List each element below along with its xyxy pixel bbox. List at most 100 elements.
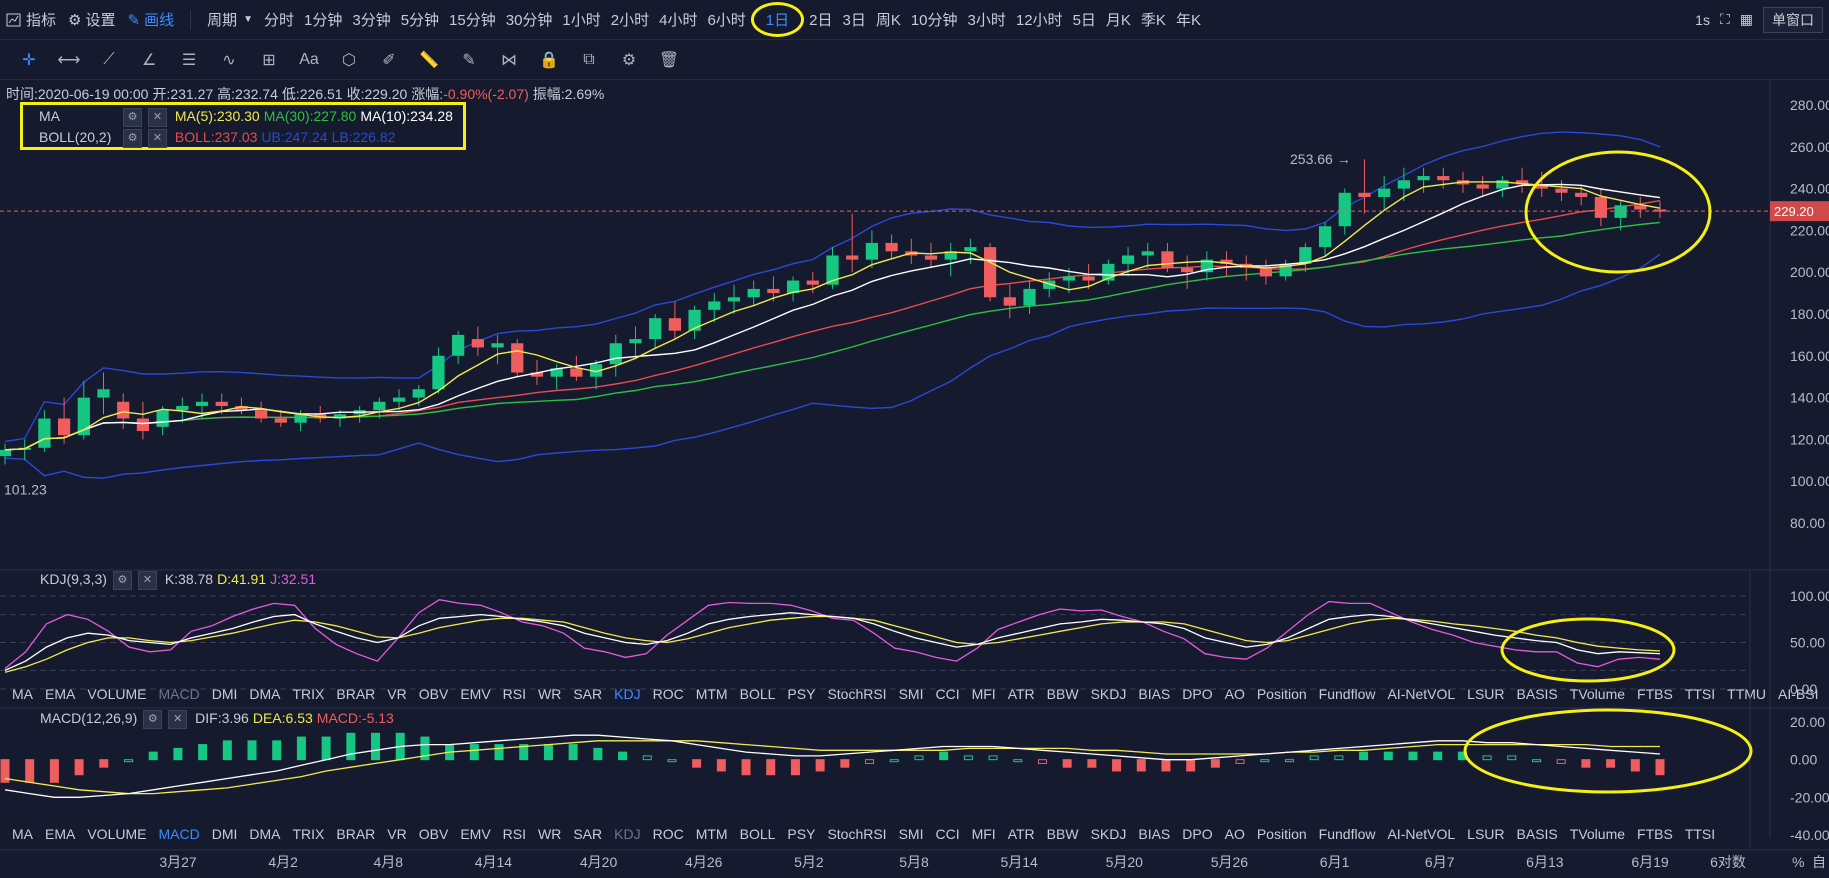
indicator-tab-ema[interactable]: EMA [45, 686, 76, 702]
indicator-tab-kdj[interactable]: KDJ [614, 686, 641, 702]
period-10[interactable]: 1日 [750, 2, 805, 37]
text-icon[interactable]: Aa [299, 50, 319, 68]
period-0[interactable]: 分时 [264, 12, 295, 29]
indicator-tab-vr[interactable]: VR [387, 826, 407, 842]
gear-icon[interactable]: ⚙ [123, 108, 142, 127]
horizontal-line-icon[interactable]: ⟷ [57, 51, 81, 69]
indicator-tab-brar[interactable]: BRAR [336, 826, 376, 842]
indicator-tab-emv[interactable]: EMV [460, 826, 491, 842]
period-12[interactable]: 3日 [842, 12, 866, 29]
indicator-tab-skdj[interactable]: SKDJ [1090, 686, 1127, 702]
period-1[interactable]: 1分钟 [304, 12, 343, 29]
indicator-tab-position[interactable]: Position [1256, 826, 1307, 842]
indicator-tab-vr[interactable]: VR [387, 686, 407, 702]
indicator-tab-emv[interactable]: EMV [460, 686, 491, 702]
indicator-tab-volume[interactable]: VOLUME [87, 826, 147, 842]
indicator-tab-brar[interactable]: BRAR [336, 686, 376, 702]
period-8[interactable]: 4小时 [659, 12, 698, 29]
period-19[interactable]: 季K [1140, 12, 1166, 29]
indicator-tab-obv[interactable]: OBV [418, 826, 449, 842]
interval-label[interactable]: 1s [1695, 11, 1710, 28]
indicator-tab-macd[interactable]: MACD [158, 826, 200, 842]
close-icon[interactable]: ✕ [137, 571, 157, 590]
indicator-tab-fundflow[interactable]: Fundflow [1318, 686, 1376, 702]
indicator-tab-wr[interactable]: WR [538, 686, 562, 702]
period-5[interactable]: 30分钟 [505, 12, 553, 29]
period-20[interactable]: 年K [1175, 12, 1201, 29]
pattern-icon[interactable]: ⋈ [501, 51, 517, 69]
period-3[interactable]: 5分钟 [400, 12, 440, 29]
indicator-tab-bbw[interactable]: BBW [1046, 686, 1079, 702]
indicator-tab-tvolume[interactable]: TVolume [1569, 826, 1626, 842]
period-15[interactable]: 3小时 [967, 12, 1006, 29]
period-18[interactable]: 月K [1105, 12, 1131, 29]
indicator-tab-macd[interactable]: MACD [158, 686, 200, 702]
crosshair-icon[interactable]: ✛ [22, 51, 36, 69]
trash-icon[interactable]: 🗑 [658, 51, 680, 69]
indicator-tab-cci[interactable]: CCI [935, 686, 960, 702]
indicator-tab-ai-bsi[interactable]: AI-BSI [1778, 686, 1819, 702]
indicator-tab-ftbs[interactable]: FTBS [1637, 826, 1673, 842]
angle-icon[interactable]: ∠ [141, 51, 157, 69]
period-11[interactable]: 2日 [809, 12, 833, 29]
draw-button[interactable]: ✎ 画线 [127, 11, 175, 30]
indicator-tab-ftbs[interactable]: FTBS [1637, 686, 1673, 702]
indicator-tab-tvolume[interactable]: TVolume [1569, 686, 1626, 702]
indicator-tab-psy[interactable]: PSY [787, 826, 816, 842]
settings-button[interactable]: ⚙ 设置 [68, 11, 116, 30]
indicator-tab-psy[interactable]: PSY [787, 686, 816, 702]
window-mode-select[interactable]: 单窗口 [1763, 6, 1823, 33]
indicator-tab-cci[interactable]: CCI [935, 826, 960, 842]
indicator-tab-mfi[interactable]: MFI [971, 826, 996, 842]
indicator-tab-sar[interactable]: SAR [573, 686, 603, 702]
pencil-icon[interactable]: ✎ [462, 51, 476, 69]
indicator-tab-ai-netvol[interactable]: AI-NetVOL [1387, 686, 1456, 702]
indicator-tab-lsur[interactable]: LSUR [1467, 826, 1505, 842]
indicator-tab-bias[interactable]: BIAS [1138, 686, 1171, 702]
indicator-tab-roc[interactable]: ROC [652, 826, 684, 842]
period-16[interactable]: 12小时 [1015, 12, 1063, 29]
period-14[interactable]: 10分钟 [910, 12, 958, 29]
indicator-tab-stochrsi[interactable]: StochRSI [827, 686, 887, 702]
brush-icon[interactable]: ✐ [382, 51, 396, 69]
indicator-tab-atr[interactable]: ATR [1007, 826, 1035, 842]
period-9[interactable]: 6小时 [707, 12, 746, 29]
period-7[interactable]: 2小时 [610, 12, 650, 29]
close-icon[interactable]: ✕ [148, 108, 167, 127]
indicator-tab-smi[interactable]: SMI [898, 826, 924, 842]
indicator-tab-dma[interactable]: DMA [249, 686, 281, 702]
indicator-tab-wr[interactable]: WR [538, 826, 562, 842]
indicator-tab-dpo[interactable]: DPO [1182, 826, 1213, 842]
gear-icon[interactable]: ⚙ [112, 571, 132, 590]
indicator-tab-atr[interactable]: ATR [1007, 686, 1035, 702]
chart-canvas[interactable]: 280.00 260.00 240.00 220.00 200.00 180.00 160.… [0, 80, 1829, 878]
gear-icon[interactable]: ⚙ [123, 129, 142, 148]
indicator-tab-roc[interactable]: ROC [652, 686, 684, 702]
measure-icon[interactable]: ⊞ [262, 51, 276, 69]
indicator-tab-trix[interactable]: TRIX [292, 686, 325, 702]
indicator-tab-ao[interactable]: AO [1224, 686, 1245, 702]
indicator-tab-mtm[interactable]: MTM [695, 686, 728, 702]
indicator-tab-ao[interactable]: AO [1224, 826, 1245, 842]
indicator-tab-dmi[interactable]: DMI [211, 826, 238, 842]
indicator-tab-ma[interactable]: MA [12, 826, 33, 842]
period-17[interactable]: 5日 [1072, 12, 1096, 29]
indicator-tab-basis[interactable]: BASIS [1516, 826, 1558, 842]
parallel-lines-icon[interactable]: ☰ [181, 51, 197, 69]
copy-icon[interactable]: ⧉ [583, 50, 595, 68]
indicator-tab-skdj[interactable]: SKDJ [1090, 826, 1127, 842]
indicator-tab-stochrsi[interactable]: StochRSI [827, 826, 887, 842]
indicator-tab-ttmu[interactable]: TTMU [1727, 686, 1767, 702]
close-icon[interactable]: ✕ [168, 710, 188, 729]
lock-icon[interactable]: 🔒 [539, 51, 559, 69]
indicator-tab-obv[interactable]: OBV [418, 686, 449, 702]
period-6[interactable]: 1小时 [562, 12, 601, 29]
indicator-tab-ai-netvol[interactable]: AI-NetVOL [1387, 826, 1456, 842]
indicator-button[interactable]: 指标 [0, 9, 62, 30]
indicator-tab-ma[interactable]: MA [12, 686, 33, 702]
indicator-tab-mtm[interactable]: MTM [695, 826, 728, 842]
indicator-tab-basis[interactable]: BASIS [1516, 686, 1558, 702]
ruler-icon[interactable]: 📏 [419, 51, 439, 69]
close-icon[interactable]: ✕ [148, 129, 167, 148]
gear-icon[interactable]: ⚙ [143, 710, 163, 729]
